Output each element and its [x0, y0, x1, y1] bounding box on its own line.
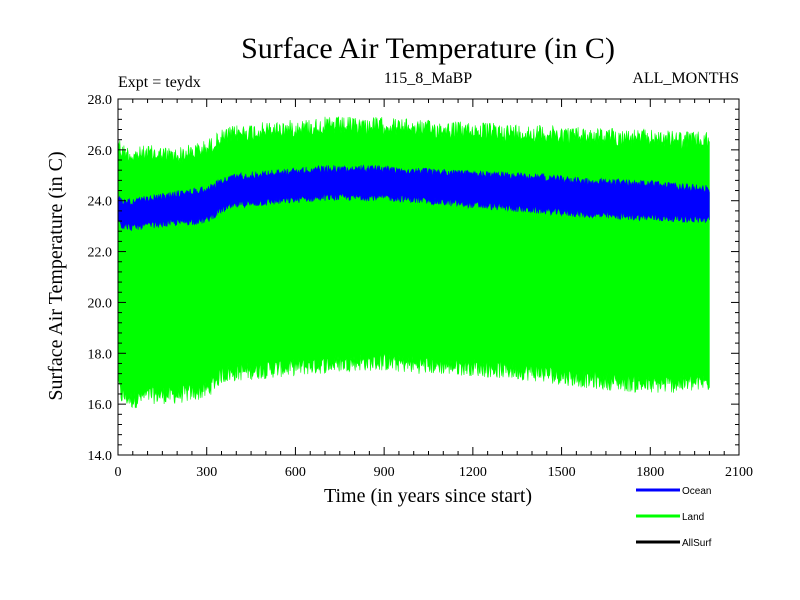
y-tick-label: 24.0: [88, 195, 113, 210]
y-tick-label: 20.0: [88, 296, 113, 311]
x-axis-label: Time (in years since start): [324, 485, 532, 507]
x-tick-label: 600: [285, 465, 306, 480]
legend: Ocean Land AllSurf: [636, 486, 712, 549]
legend-label-ocean: Ocean: [682, 486, 711, 497]
y-tick-label: 22.0: [88, 246, 113, 261]
legend-label-land: Land: [682, 512, 704, 523]
x-tick-label: 0: [115, 465, 122, 480]
subtitle-months: ALL_MONTHS: [632, 70, 739, 87]
x-tick-label: 300: [196, 465, 217, 480]
y-tick-label: 26.0: [88, 144, 113, 159]
y-tick-label: 16.0: [88, 398, 113, 413]
x-tick-label: 1800: [636, 465, 664, 480]
chart-title: Surface Air Temperature (in C): [241, 32, 615, 65]
x-tick-label: 1200: [459, 465, 487, 480]
x-tick-label: 2100: [725, 465, 753, 480]
y-tick-label: 28.0: [88, 93, 113, 108]
subtitle-expt: Expt = teydx: [118, 74, 201, 91]
series-land-band: [117, 116, 710, 409]
subtitle-run: 115_8_MaBP: [384, 70, 472, 87]
y-tick-label: 14.0: [88, 449, 113, 464]
series-layer: [117, 116, 710, 409]
series-ocean-band: [117, 164, 710, 231]
legend-label-allsurf: AllSurf: [682, 538, 712, 549]
axes-layer: 0 300 600 900 1200 1500 1800 2100 14.0 16.0 18.0 20…: [88, 93, 754, 480]
y-axis-label: Surface Air Temperature (in C): [45, 151, 67, 400]
y-tick-label: 18.0: [88, 347, 113, 362]
x-tick-label: 1500: [548, 465, 576, 480]
x-tick-label: 900: [374, 465, 395, 480]
